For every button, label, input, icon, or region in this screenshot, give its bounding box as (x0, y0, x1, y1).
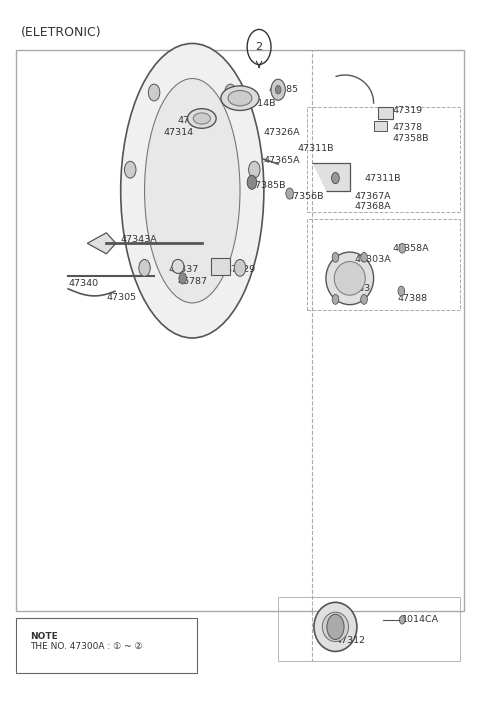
Circle shape (332, 253, 339, 263)
Ellipse shape (188, 108, 216, 128)
Bar (378, 106, 393, 119)
Circle shape (247, 175, 257, 189)
Circle shape (276, 85, 281, 94)
Ellipse shape (221, 86, 259, 111)
Text: 47385B: 47385B (250, 181, 286, 189)
Text: 47367A: 47367A (355, 191, 391, 201)
Text: 47358B: 47358B (393, 134, 429, 143)
Circle shape (179, 272, 187, 284)
Circle shape (332, 172, 339, 184)
Text: 47396: 47396 (178, 116, 208, 125)
Circle shape (124, 161, 136, 178)
Circle shape (361, 253, 367, 263)
Circle shape (399, 616, 405, 624)
Text: 2: 2 (255, 42, 263, 52)
Text: 47340: 47340 (68, 279, 98, 289)
Polygon shape (87, 233, 116, 254)
Ellipse shape (172, 260, 184, 273)
Ellipse shape (228, 90, 252, 106)
Circle shape (398, 286, 405, 296)
Circle shape (399, 244, 406, 253)
Circle shape (148, 84, 160, 101)
Ellipse shape (314, 603, 357, 651)
Text: 47326A: 47326A (264, 128, 300, 137)
Text: 47314: 47314 (164, 128, 194, 137)
Circle shape (327, 615, 344, 639)
Ellipse shape (120, 44, 264, 338)
Text: 47305: 47305 (107, 293, 136, 302)
Ellipse shape (193, 113, 210, 124)
Text: 46787: 46787 (178, 277, 208, 287)
Text: 47319: 47319 (393, 106, 423, 115)
Text: 47311B: 47311B (364, 174, 401, 182)
Text: 47358A: 47358A (393, 244, 429, 253)
Circle shape (332, 294, 339, 304)
Circle shape (271, 80, 285, 100)
Ellipse shape (334, 262, 365, 295)
Text: 47329: 47329 (226, 265, 256, 275)
Ellipse shape (144, 79, 240, 303)
Text: THE NO. 47300A : ① ~ ②: THE NO. 47300A : ① ~ ② (30, 642, 143, 651)
Ellipse shape (326, 252, 373, 305)
Text: 47385: 47385 (269, 84, 299, 94)
Circle shape (249, 161, 260, 178)
Circle shape (361, 294, 367, 304)
Text: 47343A: 47343A (120, 235, 157, 244)
Circle shape (286, 188, 293, 199)
Bar (373, 121, 387, 131)
Text: 47365A: 47365A (264, 156, 300, 165)
Text: 47378: 47378 (393, 123, 423, 132)
Text: NOTE: NOTE (30, 632, 58, 641)
Text: 1014CA: 1014CA (402, 615, 439, 624)
Text: 47312: 47312 (336, 636, 366, 646)
Text: 47388: 47388 (397, 294, 428, 303)
Text: 47368A: 47368A (355, 201, 391, 210)
Text: 47337: 47337 (168, 265, 199, 275)
Text: 47356B: 47356B (288, 191, 324, 201)
Polygon shape (312, 163, 350, 191)
Text: (ELETRONIC): (ELETRONIC) (21, 26, 101, 39)
Text: 47303A: 47303A (355, 255, 391, 264)
Text: 47314B: 47314B (240, 99, 276, 108)
Circle shape (234, 260, 246, 276)
Bar (211, 258, 230, 275)
Ellipse shape (323, 612, 348, 641)
Circle shape (225, 84, 236, 101)
Text: 47311B: 47311B (297, 144, 334, 153)
Circle shape (139, 260, 150, 276)
Text: 47383: 47383 (340, 284, 371, 294)
